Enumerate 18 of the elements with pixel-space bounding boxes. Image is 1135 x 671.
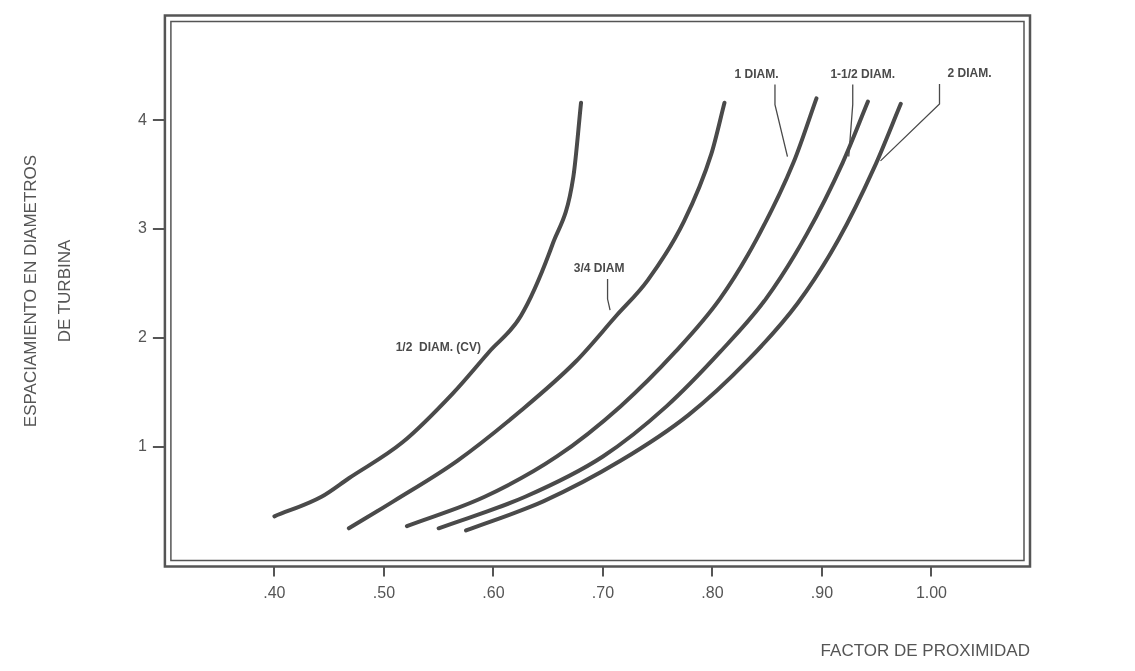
y-tick-label: 4 (137, 110, 147, 128)
text: 2 DIAM. (947, 66, 992, 81)
x-tick-label: .70 (591, 584, 615, 602)
y-tick-label: 2 (137, 328, 147, 346)
x-tick-label: 1.00 (915, 584, 948, 602)
y-axis-title: ESPACIAMIENTO EN DIAMETROS DE TURBINA (20, 154, 74, 428)
x-tick-label: .40 (263, 584, 286, 602)
text: 1-1/2 DIAM. (830, 66, 896, 81)
y-tick-label: 3 (137, 219, 147, 237)
series-label: 1/2 DIAM. (CV) (395, 340, 482, 355)
x-tick-label: .90 (810, 584, 834, 602)
x-tick-label: .50 (372, 584, 396, 602)
text: 1 DIAM. (734, 66, 779, 81)
x-tick-label: .60 (482, 584, 505, 602)
y-tick-label: 1 (137, 437, 147, 455)
x-tick-label: .80 (701, 584, 724, 602)
series-label: 3/4 DIAM (573, 261, 625, 276)
x-axis-title: FACTOR DE PROXIMIDAD (820, 641, 1030, 661)
